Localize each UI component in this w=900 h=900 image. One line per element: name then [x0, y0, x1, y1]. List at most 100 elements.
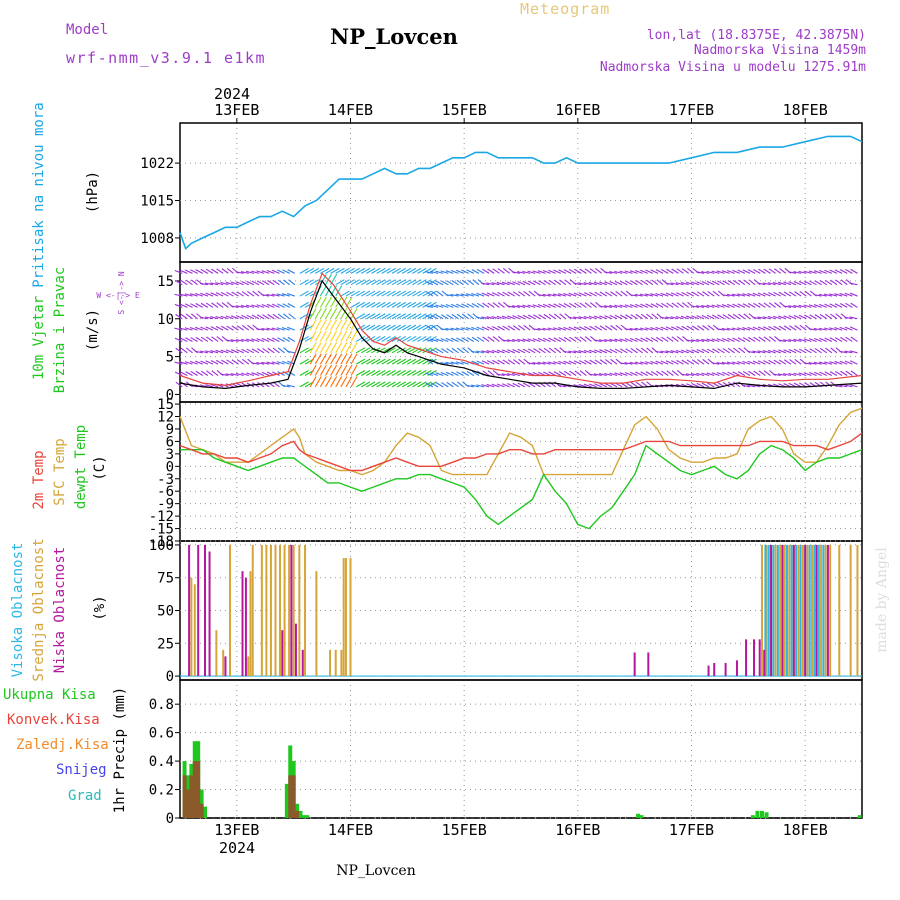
- wind-arrow: [753, 336, 761, 342]
- wind-arrow: [779, 268, 787, 274]
- wind-arrow: [496, 373, 505, 377]
- wind-arrow: [716, 361, 725, 365]
- wind-arrow: [386, 381, 396, 388]
- wind-arrow: [481, 326, 490, 331]
- wind-arrow: [553, 279, 562, 286]
- wind-arrow: [261, 361, 270, 365]
- wind-arrow: [599, 315, 608, 320]
- wind-arrow: [407, 335, 417, 342]
- wind-arrow: [660, 268, 669, 274]
- wind-arrow: [507, 325, 516, 331]
- mid-cloud-bar: [783, 544, 786, 677]
- wind-arrow: [563, 292, 572, 297]
- wind-arrow: [578, 326, 587, 331]
- wind-arrow: [563, 370, 572, 376]
- low-cloud-bar: [826, 544, 829, 677]
- wind-arrow: [340, 353, 348, 365]
- wind-arrow: [190, 370, 198, 376]
- wind-arrow: [417, 267, 427, 274]
- conv-rain-bar: [189, 775, 194, 818]
- wind-arrow: [466, 370, 475, 376]
- wind-arrow: [752, 350, 761, 354]
- wind-arrow: [445, 304, 454, 308]
- wind-arrow: [450, 361, 459, 365]
- wind-arrow: [691, 383, 700, 388]
- bottom-date-tick: 17FEB: [669, 821, 714, 839]
- wind-arrow: [325, 342, 332, 354]
- wind-arrow: [407, 381, 417, 388]
- wind-arrow: [548, 279, 556, 286]
- mid-cloud-bar: [760, 544, 763, 677]
- wind-arrow: [629, 327, 638, 331]
- model-label: Model: [66, 22, 108, 38]
- wind-arrow: [451, 313, 459, 320]
- wind-arrow: [286, 384, 295, 388]
- y-tick-label: 6: [166, 434, 174, 450]
- wind-arrow: [445, 327, 454, 331]
- wind-arrow: [829, 371, 838, 376]
- wind-arrow: [634, 361, 643, 365]
- total-rain-bar: [301, 815, 306, 818]
- temp-ylabel-sfc: SFC Temp: [52, 438, 68, 505]
- wind-arrow: [205, 302, 214, 308]
- wind-arrow: [584, 302, 592, 308]
- wind-arrow: [553, 303, 562, 308]
- wind-arrow: [345, 308, 353, 320]
- wind-arrow: [240, 372, 249, 377]
- wind-arrow: [552, 327, 561, 331]
- wind-arrow: [738, 347, 746, 354]
- wind-arrow: [287, 370, 296, 376]
- wind-arrow: [512, 325, 521, 331]
- wind-arrow: [189, 327, 198, 331]
- wind-arrow: [431, 290, 439, 297]
- wind-arrow: [604, 291, 613, 297]
- wind-arrow: [314, 342, 322, 354]
- wind-arrow: [267, 280, 275, 286]
- wind-arrow: [325, 319, 332, 331]
- wind-arrow: [247, 290, 255, 297]
- wind-arrow: [355, 370, 366, 376]
- wind-arrow: [486, 326, 495, 331]
- wind-arrow: [680, 349, 689, 354]
- wind-arrow: [799, 290, 807, 297]
- wind-arrow: [640, 303, 648, 308]
- wind-arrow: [558, 327, 567, 331]
- wind-arrow: [430, 372, 439, 377]
- wind-arrow: [625, 314, 633, 320]
- wind-arrow: [281, 293, 290, 297]
- wind-arrow: [262, 314, 270, 320]
- wind-arrow: [650, 370, 659, 376]
- wind-arrow: [563, 303, 572, 308]
- wind-arrow: [588, 281, 597, 286]
- wind-arrow: [793, 382, 802, 388]
- wind-arrow: [456, 347, 464, 354]
- wind-arrow: [512, 315, 521, 320]
- wind-arrow: [614, 280, 623, 286]
- wind-arrow: [425, 281, 434, 286]
- wind-arrow: [325, 308, 332, 320]
- wind-arrow: [330, 319, 338, 331]
- wind-arrow: [844, 360, 853, 365]
- wind-arrow: [231, 359, 239, 365]
- wind-arrow: [517, 382, 526, 388]
- wind-arrow: [487, 268, 495, 274]
- y-tick-label: -18: [149, 534, 174, 550]
- wind-arrow: [845, 302, 853, 308]
- wind-arrow: [236, 325, 244, 331]
- wind-arrow: [742, 293, 751, 297]
- wind-arrow: [660, 326, 669, 331]
- wind-arrow: [635, 280, 643, 286]
- wind-arrow: [691, 349, 700, 354]
- wind-arrow: [335, 279, 345, 286]
- wind-arrow: [799, 324, 807, 331]
- wind-arrow: [430, 280, 439, 286]
- wind-arrow: [778, 325, 787, 331]
- wind-arrow: [391, 347, 401, 354]
- wind-arrow: [455, 361, 464, 365]
- wind-arrow: [834, 293, 843, 297]
- wind-arrow: [261, 294, 270, 297]
- credit-watermark: made by Angel: [874, 547, 890, 653]
- wind-arrow: [386, 324, 396, 331]
- wind-arrow: [304, 290, 314, 297]
- temp-ylabels: 2m Temp SFC Temp dewpt Temp (C): [31, 425, 108, 510]
